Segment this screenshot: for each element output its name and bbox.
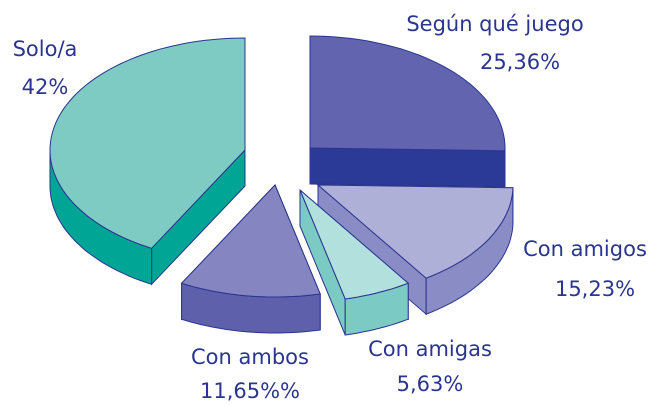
value-label: 15,23% (555, 277, 635, 301)
slice (299, 189, 410, 300)
value-label: 11,65%% (200, 379, 300, 403)
slice-label: Con amigas (368, 337, 492, 361)
value-label: 42% (22, 75, 69, 99)
value-label: 5,63% (397, 372, 464, 396)
slice-label: Con amigos (523, 237, 647, 261)
slice (49, 37, 246, 249)
slice-label: Con ambos (191, 345, 309, 369)
value-label: 25,36% (480, 50, 560, 74)
slice-label: Según qué juego (406, 12, 583, 36)
slice (180, 184, 321, 298)
slice-label: Solo/a (13, 37, 78, 61)
slice-wall (309, 147, 506, 188)
slice (309, 35, 506, 152)
slice (316, 184, 514, 279)
